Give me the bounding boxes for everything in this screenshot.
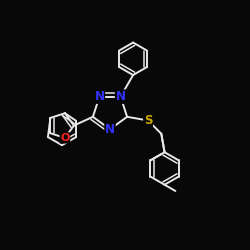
Text: N: N — [116, 90, 126, 103]
Text: S: S — [144, 114, 152, 127]
Text: O: O — [60, 133, 70, 143]
Text: N: N — [94, 90, 104, 103]
Text: N: N — [105, 123, 115, 136]
